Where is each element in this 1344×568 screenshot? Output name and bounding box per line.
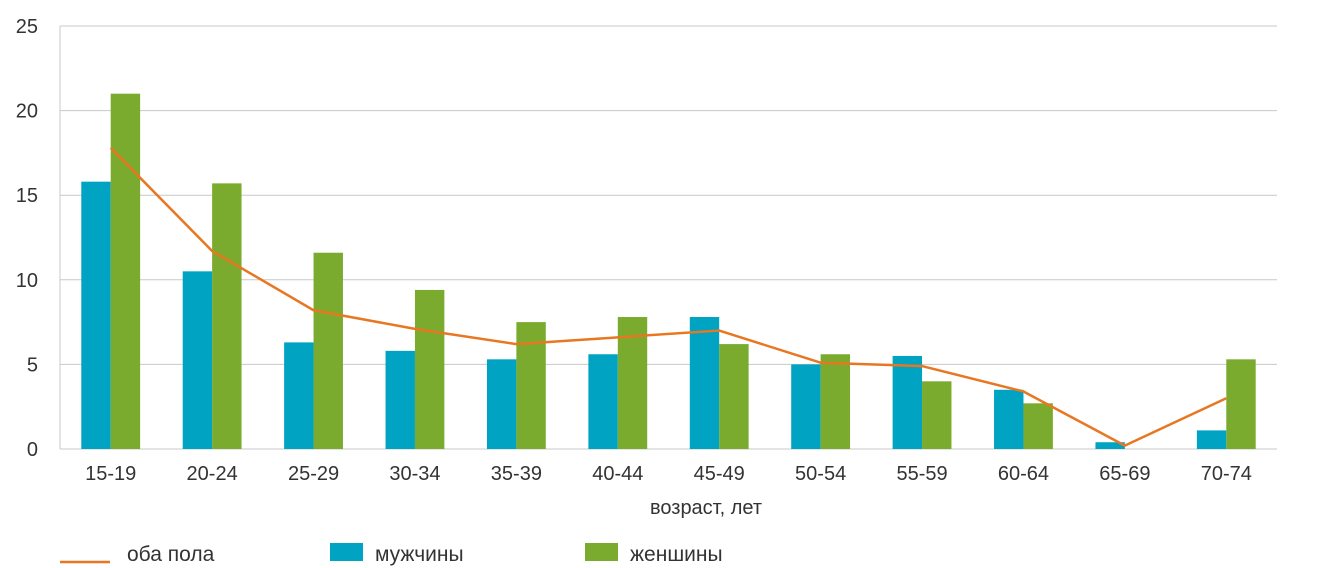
- bar-men: [791, 364, 821, 449]
- y-tick-label: 0: [27, 439, 38, 461]
- gridlines: [59, 25, 1277, 450]
- y-tick-label: 25: [16, 16, 38, 38]
- bar-men: [81, 181, 111, 449]
- bar-women: [110, 93, 141, 450]
- bar-women: [414, 289, 445, 449]
- legend-item: женшины: [585, 543, 723, 566]
- y-tick-label: 5: [27, 354, 38, 376]
- x-tick-label: 30-34: [389, 463, 440, 485]
- bar-men: [1095, 442, 1125, 449]
- x-tick-label: 60-64: [998, 463, 1049, 485]
- x-tick-label: 40-44: [592, 463, 643, 485]
- bar-men: [689, 317, 720, 449]
- legend-item: мужчины: [330, 543, 464, 566]
- bar-men: [588, 354, 618, 449]
- y-tick-label: 15: [16, 185, 38, 207]
- bar-men: [892, 355, 923, 449]
- x-tick-label: 25-29: [288, 463, 339, 485]
- x-tick-label: 35-39: [491, 463, 542, 485]
- bar-women: [516, 322, 546, 449]
- legend-label: оба пола: [127, 543, 215, 566]
- x-tick-label: 55-59: [896, 463, 947, 485]
- bar-women: [719, 344, 749, 449]
- x-axis-title: возраст, лет: [650, 497, 762, 519]
- legend: оба пола мужчины женшины: [60, 543, 723, 566]
- bar-men: [284, 342, 314, 449]
- legend-swatch: [585, 543, 618, 561]
- y-tick-label: 20: [16, 101, 38, 123]
- x-axis-ticks: 15-19 20-24 25-29 30-34 35-39 40-44 45-49 50-54…: [85, 463, 1252, 485]
- bars: [81, 93, 1256, 450]
- x-tick-label: 50-54: [795, 463, 846, 485]
- bar-women: [1226, 359, 1256, 449]
- bar-men: [994, 389, 1024, 449]
- line-series: [109, 146, 1227, 447]
- bar-women: [617, 317, 648, 449]
- legend-label: женшины: [630, 543, 723, 566]
- y-tick-label: 10: [16, 270, 38, 292]
- bar-men: [182, 271, 213, 449]
- bar-men: [486, 359, 517, 449]
- x-tick-label: 70-74: [1201, 463, 1252, 485]
- bar-women: [313, 252, 343, 449]
- bar-women: [1023, 403, 1053, 449]
- bar-men: [385, 350, 415, 449]
- bar-men: [1196, 430, 1227, 449]
- legend-swatch: [330, 543, 363, 561]
- bar-women: [922, 381, 952, 449]
- bar-women: [212, 183, 242, 449]
- x-tick-label: 65-69: [1099, 463, 1150, 485]
- legend-label: мужчины: [375, 543, 464, 566]
- x-tick-label: 45-49: [694, 463, 745, 485]
- x-tick-label: 15-19: [85, 463, 136, 485]
- x-tick-label: 20-24: [187, 463, 238, 485]
- series-line-both-sexes: [109, 146, 1227, 447]
- bar-women: [820, 354, 851, 449]
- legend-item: оба пола: [60, 543, 215, 566]
- y-axis-ticks: 0 5 10 15 20 25: [16, 16, 38, 461]
